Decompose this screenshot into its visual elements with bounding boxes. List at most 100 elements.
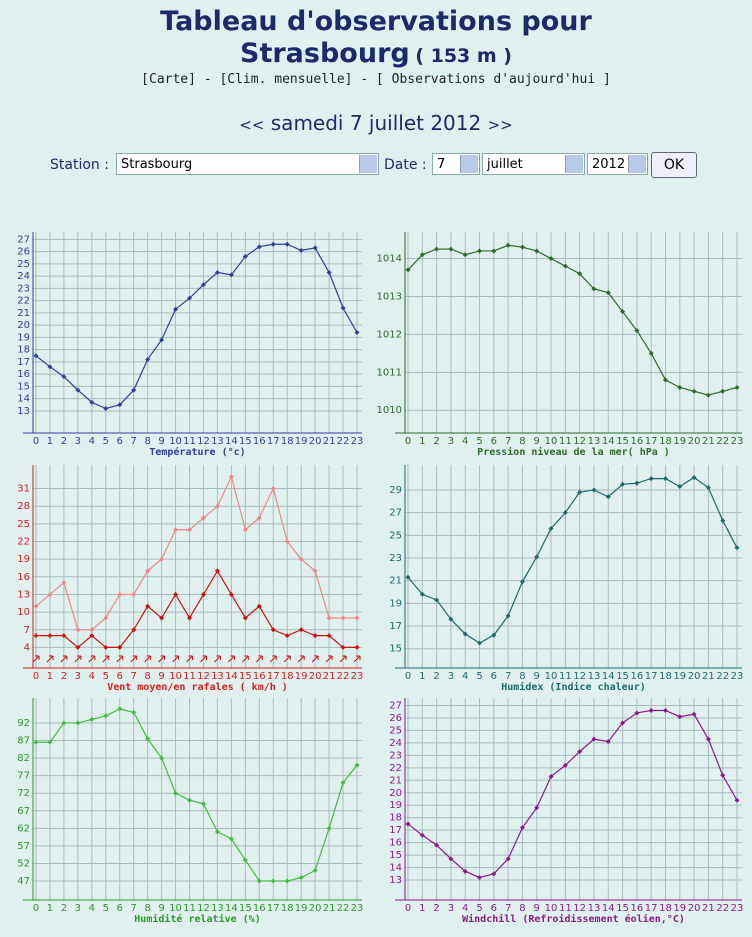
y-tick-label: 67	[17, 806, 30, 817]
point	[620, 309, 626, 315]
prev[interactable]: <<	[239, 116, 265, 134]
point	[662, 476, 668, 482]
point	[270, 241, 276, 247]
point	[354, 762, 360, 768]
link[interactable]: [ Observations d'aujourd'hui ]	[376, 72, 611, 87]
point	[326, 825, 332, 831]
x-tick-label: 8	[519, 903, 525, 914]
point	[419, 591, 425, 597]
point	[340, 305, 346, 311]
link[interactable]: [Clim. mensuelle]	[219, 72, 353, 87]
point	[298, 875, 304, 881]
y-tick-label: 24	[17, 271, 30, 282]
axis-title: Vent moyen/en rafales ( km/h )	[107, 682, 288, 693]
point	[419, 832, 425, 838]
city: Strasbourg	[240, 38, 410, 69]
ok-button[interactable]: OK	[651, 152, 697, 178]
point	[284, 633, 290, 639]
point	[200, 282, 206, 288]
point	[677, 384, 683, 390]
x-tick-label: 6	[491, 671, 497, 682]
point	[340, 615, 346, 621]
point	[117, 402, 123, 408]
x-tick-label: 23	[731, 671, 744, 682]
y-tick-label: 23	[17, 283, 30, 294]
year-select[interactable]: 2012	[587, 153, 648, 175]
x-tick-label: 9	[158, 903, 164, 914]
x-tick-label: 5	[103, 436, 109, 447]
point	[47, 591, 53, 597]
x-tick-label: 8	[144, 436, 150, 447]
point	[462, 252, 468, 258]
x-tick-label: 15	[239, 903, 252, 914]
point	[434, 246, 440, 252]
links: [Carte] - [Clim. mensuelle] - [ Observat…	[0, 72, 752, 87]
x-tick-label: 2	[61, 903, 67, 914]
point	[214, 503, 220, 509]
day-select[interactable]: 7	[432, 153, 480, 175]
point	[477, 640, 483, 646]
point	[462, 631, 468, 637]
x-tick-label: 19	[295, 436, 308, 447]
wind-arrow	[228, 655, 235, 663]
x-tick-label: 4	[89, 903, 95, 914]
point	[677, 714, 683, 720]
point	[662, 707, 668, 713]
point	[720, 518, 726, 524]
x-tick-label: 1	[47, 903, 53, 914]
x-tick-label: 3	[448, 436, 454, 447]
x-tick-label: 15	[616, 436, 629, 447]
x-tick-label: 19	[295, 903, 308, 914]
point	[270, 878, 276, 884]
point	[33, 739, 39, 745]
point	[200, 515, 206, 521]
x-tick-label: 15	[239, 436, 252, 447]
wind-arrow	[241, 655, 249, 663]
y-tick-label: 57	[17, 841, 30, 852]
point	[187, 615, 193, 621]
point	[448, 616, 454, 622]
y-tick-label: 27	[389, 508, 402, 519]
point	[214, 829, 220, 835]
axis-title: Température (°c)	[149, 446, 245, 458]
y-tick-label: 13	[389, 875, 402, 886]
x-tick-label: 12	[197, 903, 210, 914]
point	[89, 399, 95, 405]
x-tick-label: 6	[117, 671, 123, 682]
y-tick-label: 27	[389, 700, 402, 711]
point	[200, 591, 206, 597]
wind-arrow	[325, 655, 333, 663]
y-tick-label: 52	[17, 858, 30, 869]
y-tick-label: 25	[389, 725, 402, 736]
wind-arrow	[60, 655, 68, 663]
month-select[interactable]: juillet	[482, 153, 585, 175]
point	[705, 392, 711, 398]
y-tick-label: 16	[389, 838, 402, 849]
next[interactable]: >>	[487, 116, 513, 134]
link[interactable]: [Carte]	[141, 72, 196, 87]
y-tick-label: 10	[17, 607, 30, 618]
station-select[interactable]: Strasbourg	[116, 153, 379, 175]
point	[534, 554, 540, 560]
point	[242, 857, 248, 863]
x-tick-label: 11	[183, 671, 196, 682]
point	[405, 574, 411, 580]
point	[103, 405, 109, 411]
point	[720, 388, 726, 394]
x-tick-label: 15	[239, 671, 252, 682]
x-tick-label: 6	[491, 903, 497, 914]
x-tick-label: 17	[645, 436, 658, 447]
x-tick-label: 23	[351, 903, 364, 914]
series-line	[35, 243, 358, 410]
x-tick-label: 2	[433, 436, 439, 447]
x-tick-label: 19	[673, 903, 686, 914]
point	[256, 878, 262, 884]
x-tick-label: 13	[211, 436, 224, 447]
x-tick-label: 11	[183, 903, 196, 914]
point	[519, 825, 525, 831]
x-tick-label: 16	[631, 436, 644, 447]
x-tick-label: 5	[476, 436, 482, 447]
x-tick-label: 4	[89, 671, 95, 682]
series-line	[407, 709, 738, 879]
